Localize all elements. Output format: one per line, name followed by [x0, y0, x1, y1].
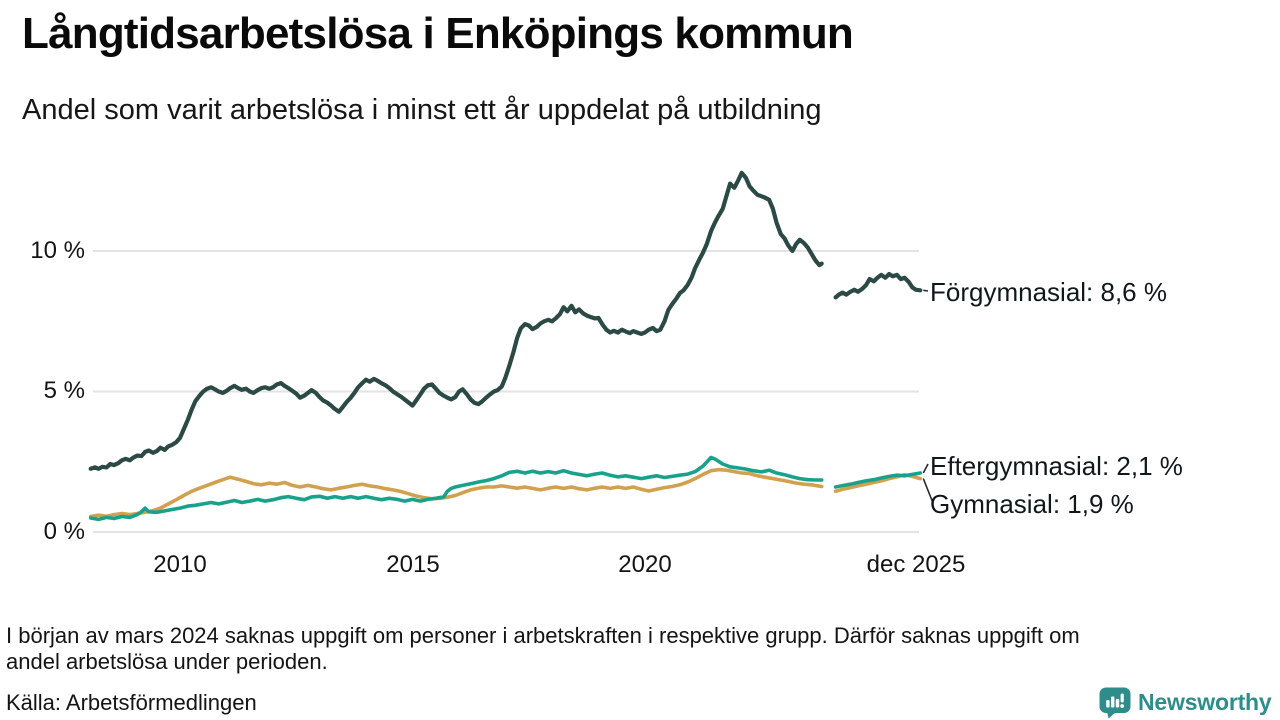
y-axis-tick-0: 0 % [43, 518, 85, 545]
x-axis-tick-2020: 2020 [618, 551, 672, 578]
series-end-label-gymnasial: Gymnasial: 1,9 % [930, 489, 1134, 519]
series-line-eftergymnasial-seg1 [88, 455, 824, 522]
x-axis-tick-2015: 2015 [386, 551, 440, 578]
series-line-gymnasial-seg1 [88, 467, 824, 519]
series-line-forgymnasial-seg1 [88, 170, 824, 471]
footnote-line-2: andel arbetslösa under perioden. [6, 649, 328, 674]
page-title: Långtidsarbetslösa i Enköpings kommun [22, 9, 854, 58]
x-axis-tick-dec-2025: dec 2025 [866, 551, 966, 578]
y-axis-tick-5: 5 % [43, 377, 85, 404]
x-axis-tick-2010: 2010 [153, 551, 207, 578]
page-subtitle: Andel som varit arbetslösa i minst ett å… [22, 94, 822, 126]
newsworthy-wordmark: Newsworthy [1138, 689, 1272, 715]
newsworthy-logo[interactable]: Newsworthy [1099, 687, 1272, 720]
y-axis-tick-10: 10 % [30, 237, 85, 264]
source-note: Källa: Arbetsförmedlingen [6, 690, 257, 715]
series-end-label-forgymnasial: Förgymnasial: 8,6 % [930, 277, 1167, 307]
label-connector-gymnasial [922, 478, 934, 504]
series-end-label-eftergymnasial: Eftergymnasial: 2,1 % [930, 451, 1183, 481]
newsworthy-chart-bubble-icon [1099, 687, 1131, 719]
label-connector-eftergymnasial [922, 463, 929, 474]
series-line-eftergymnasial-seg2 [833, 471, 923, 489]
series-line-forgymnasial-seg2 [833, 271, 923, 300]
footnote-line-1: I början av mars 2024 saknas uppgift om … [6, 623, 1080, 648]
label-connector-forgymnasial [923, 289, 929, 292]
